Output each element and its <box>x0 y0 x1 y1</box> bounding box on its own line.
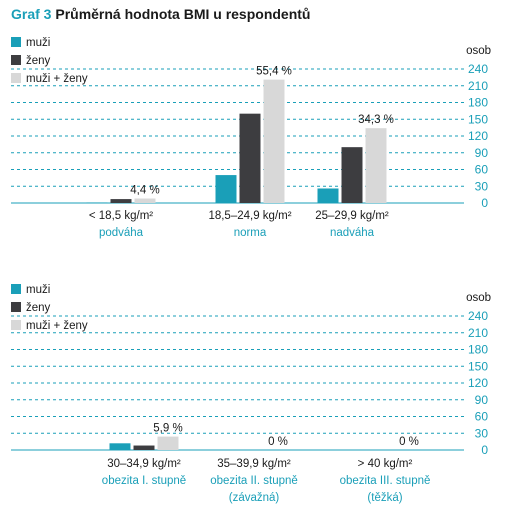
bar <box>239 113 261 203</box>
chart-title-text: Průměrná hodnota BMI u respondentů <box>55 6 311 22</box>
x-tick-label: < 18,5 kg/m² <box>89 210 153 222</box>
legend-label: muži <box>26 37 50 49</box>
y-tick-label: 120 <box>468 376 488 390</box>
legend-label: muži + ženy <box>26 73 88 85</box>
legend-swatch-3 <box>11 73 21 83</box>
data-label: 0 % <box>268 436 288 448</box>
bar <box>263 79 285 203</box>
chart-title: Graf 3 Průměrná hodnota BMI u respondent… <box>11 6 310 22</box>
legend-swatch-1 <box>11 37 21 47</box>
category-name-sub: (závažná) <box>229 492 280 504</box>
category-name: norma <box>234 227 267 239</box>
y-tick-label: 0 <box>481 196 488 210</box>
y-tick-label: 180 <box>468 343 488 357</box>
legend-swatch-3 <box>11 320 21 330</box>
y-tick-label: 150 <box>468 112 488 126</box>
bar <box>109 443 131 450</box>
y-tick-label: 180 <box>468 96 488 110</box>
x-tick-label: 18,5–24,9 kg/m² <box>208 210 291 222</box>
bar <box>134 198 156 203</box>
category-name-sub: (těžká) <box>367 492 402 504</box>
x-tick-label: > 40 kg/m² <box>358 458 413 470</box>
y-tick-label: 210 <box>468 79 488 93</box>
legend-label: ženy <box>26 55 51 67</box>
data-label: 4,4 % <box>130 185 159 197</box>
legend-swatch-2 <box>11 55 21 65</box>
data-label: 5,9 % <box>153 423 182 435</box>
y-tick-label: 240 <box>468 62 488 76</box>
data-label: 34,3 % <box>358 114 394 126</box>
y-tick-label: 30 <box>475 179 489 193</box>
y-axis-unit-label: osob <box>466 45 491 57</box>
bar <box>110 199 132 203</box>
bar <box>365 128 387 203</box>
legend-label: muži + ženy <box>26 320 88 332</box>
category-name: nadváha <box>330 227 375 239</box>
y-tick-label: 240 <box>468 309 488 323</box>
legend-swatch-1 <box>11 284 21 294</box>
bar <box>317 188 339 203</box>
bar <box>86 202 108 203</box>
y-tick-label: 150 <box>468 359 488 373</box>
legend-label: ženy <box>26 302 51 314</box>
category-name: obezita I. stupně <box>102 475 186 487</box>
y-tick-label: 0 <box>481 443 488 457</box>
data-label: 55,4 % <box>256 66 292 78</box>
category-name: podváha <box>99 227 144 239</box>
x-tick-label: 25–29,9 kg/m² <box>315 210 389 222</box>
bar <box>133 445 155 450</box>
legend-swatch-2 <box>11 302 21 312</box>
bar <box>215 175 237 203</box>
bar <box>157 436 179 450</box>
y-axis-unit-label: osob <box>466 292 491 304</box>
chart-number: Graf 3 <box>11 6 52 22</box>
legend-label: muži <box>26 284 50 296</box>
y-tick-label: 90 <box>475 146 489 160</box>
x-tick-label: 30–34,9 kg/m² <box>107 458 181 470</box>
category-name: obezita III. stupně <box>340 475 431 487</box>
y-tick-label: 60 <box>475 410 489 424</box>
y-tick-label: 90 <box>475 393 489 407</box>
category-name: obezita II. stupně <box>210 475 298 487</box>
y-tick-label: 210 <box>468 326 488 340</box>
y-tick-label: 60 <box>475 163 489 177</box>
data-label: 0 % <box>399 436 419 448</box>
y-tick-label: 120 <box>468 129 488 143</box>
x-tick-label: 35–39,9 kg/m² <box>217 458 291 470</box>
bar <box>341 147 363 203</box>
y-tick-label: 30 <box>475 426 489 440</box>
